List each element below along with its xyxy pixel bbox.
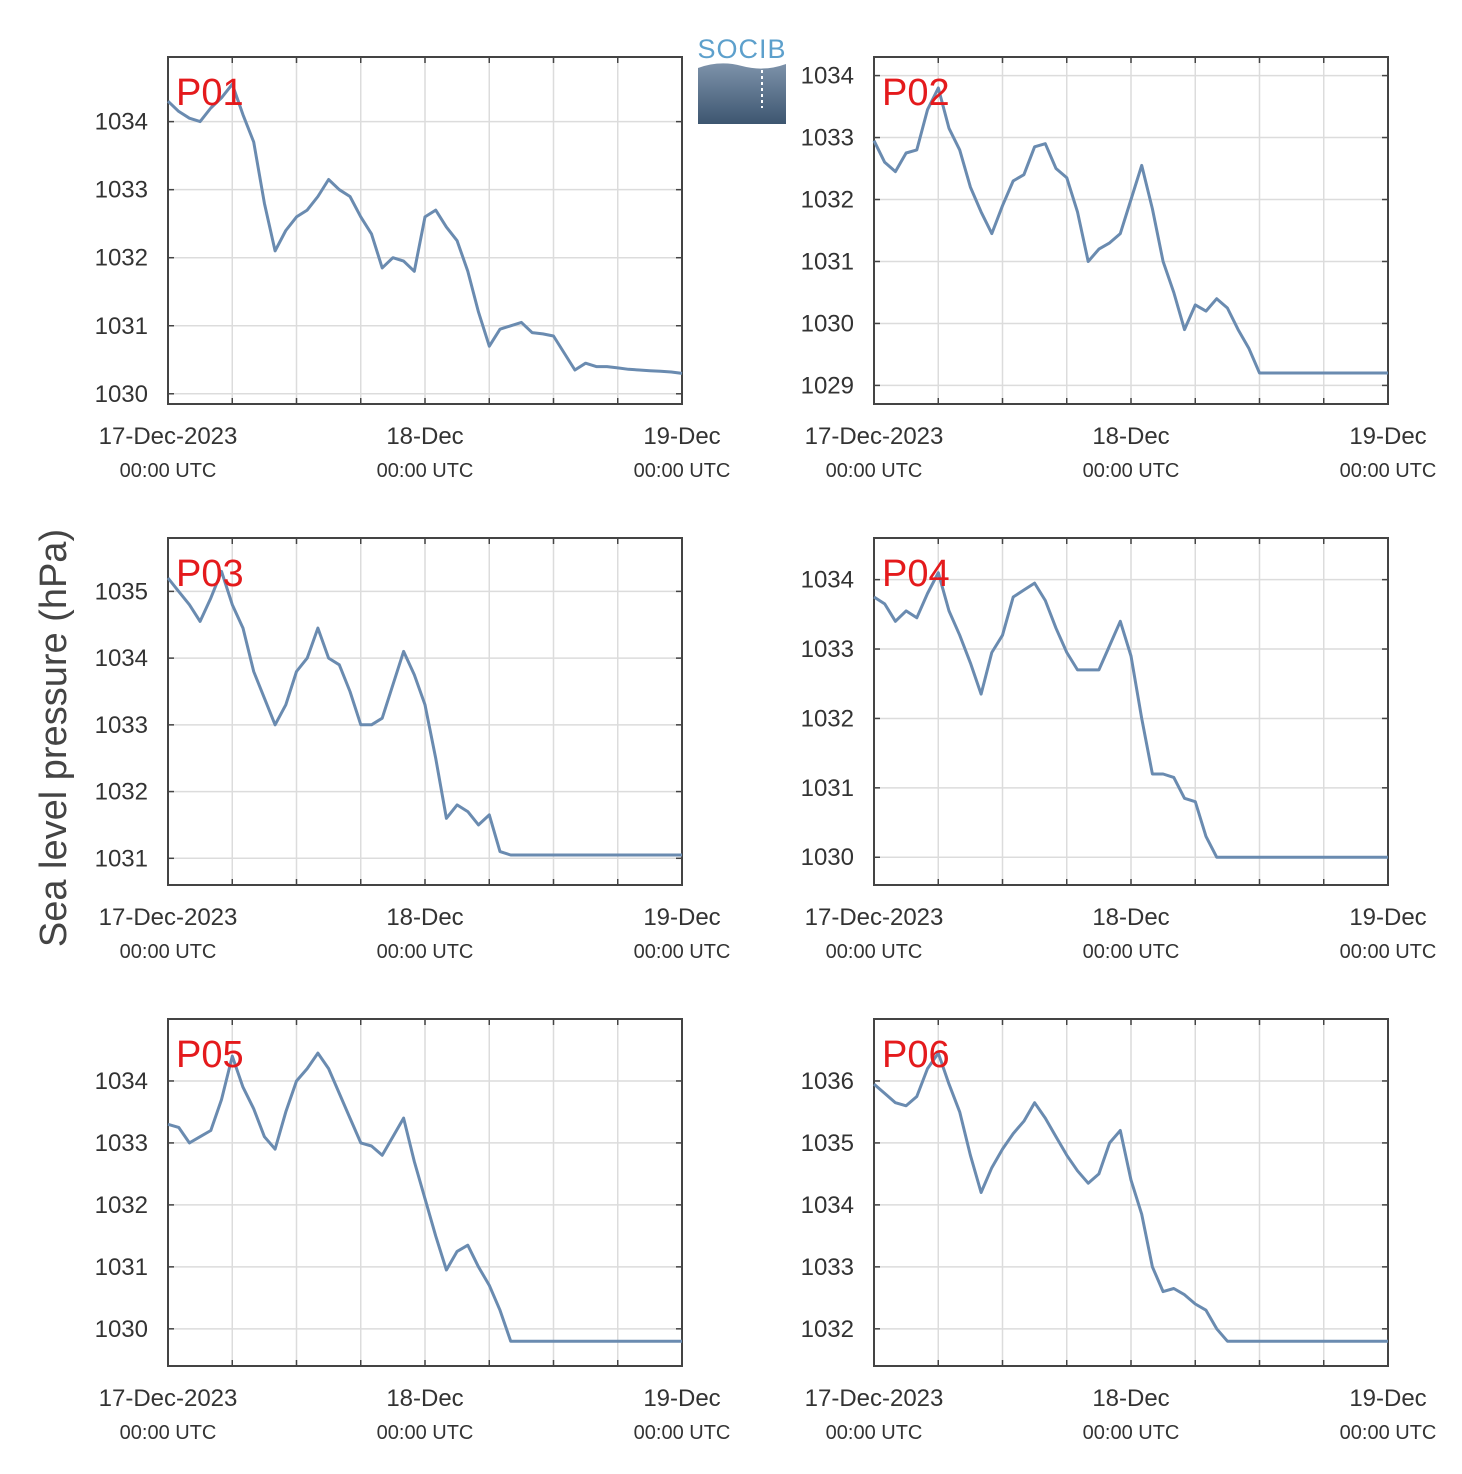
x-tick-sublabel: 00:00 UTC xyxy=(377,460,474,482)
x-tick-sublabel: 00:00 UTC xyxy=(826,460,923,482)
x-tick-label: 17-Dec-2023 xyxy=(805,1385,944,1412)
y-tick-label: 1036 xyxy=(801,1068,854,1095)
x-tick-label: 19-Dec xyxy=(1349,423,1426,450)
y-tick-label: 1034 xyxy=(95,645,148,672)
chart-panel-6: 1032 1033 1034 1035 1036 17-Dec-2023 00:00 UTC… xyxy=(801,1018,1437,1444)
x-tick-label: 17-Dec-2023 xyxy=(99,904,238,931)
y-tick-label: 1033 xyxy=(95,1130,148,1157)
x-tick-label: 17-Dec-2023 xyxy=(99,1385,238,1412)
series-line xyxy=(167,1051,682,1343)
x-tick-label: 17-Dec-2023 xyxy=(805,423,944,450)
chart-panel-1: 1030 1031 1032 1033 1034 17-Dec-2023 00:00 UTC… xyxy=(95,56,731,482)
logo-wave-icon xyxy=(698,63,786,124)
y-tick-label: 1032 xyxy=(801,187,854,214)
series-line xyxy=(166,569,682,857)
x-tick-sublabel: 00:00 UTC xyxy=(377,1422,474,1444)
x-tick-sublabel: 00:00 UTC xyxy=(1340,1422,1437,1444)
x-tick-label: 18-Dec xyxy=(386,1385,463,1412)
x-tick-sublabel: 00:00 UTC xyxy=(1083,460,1180,482)
series-line xyxy=(873,1051,1388,1343)
y-tick-label: 1035 xyxy=(95,578,148,605)
plot-frame xyxy=(167,537,683,886)
x-tick-label: 17-Dec-2023 xyxy=(805,904,944,931)
logo-text: SOCIB xyxy=(697,34,786,64)
x-tick-sublabel: 00:00 UTC xyxy=(1083,1422,1180,1444)
y-tick-label: 1030 xyxy=(95,1316,148,1343)
plot-frame xyxy=(873,1018,1389,1367)
x-tick-sublabel: 00:00 UTC xyxy=(634,460,731,482)
y-tick-label: 1030 xyxy=(801,844,854,871)
y-tick-label: 1032 xyxy=(95,245,148,272)
panel-label: P02 xyxy=(882,72,950,114)
x-tick-label: 17-Dec-2023 xyxy=(99,423,238,450)
chart-panel-2: 1029 1030 1031 1032 1033 1034 17-Dec-2023 00:00… xyxy=(801,56,1437,482)
x-tick-label: 18-Dec xyxy=(1092,1385,1169,1412)
chart-panel-3: 1031 1032 1033 1034 1035 17-Dec-2023 00:00 UTC… xyxy=(95,537,731,963)
y-tick-label: 1029 xyxy=(801,372,854,399)
x-tick-sublabel: 00:00 UTC xyxy=(826,1422,923,1444)
y-tick-label: 1031 xyxy=(801,248,854,275)
chart-panel-4: 1030 1031 1032 1033 1034 17-Dec-2023 00:00 UTC… xyxy=(801,537,1437,963)
x-tick-label: 19-Dec xyxy=(1349,904,1426,931)
panel-label: P04 xyxy=(882,553,950,595)
y-tick-label: 1031 xyxy=(95,1254,148,1281)
x-tick-label: 18-Dec xyxy=(1092,423,1169,450)
x-tick-label: 19-Dec xyxy=(643,1385,720,1412)
panels-container: 1030 1031 1032 1033 1034 17-Dec-2023 00:00 UTC… xyxy=(95,56,1437,1444)
y-tick-label: 1030 xyxy=(95,381,148,408)
x-tick-label: 19-Dec xyxy=(643,423,720,450)
y-tick-label: 1031 xyxy=(95,845,148,872)
x-tick-sublabel: 00:00 UTC xyxy=(1340,460,1437,482)
y-tick-label: 1031 xyxy=(801,775,854,802)
plot-frame xyxy=(873,56,1389,405)
x-tick-sublabel: 00:00 UTC xyxy=(826,941,923,963)
y-tick-label: 1033 xyxy=(95,712,148,739)
x-tick-label: 19-Dec xyxy=(643,904,720,931)
y-tick-label: 1032 xyxy=(95,779,148,806)
y-tick-label: 1034 xyxy=(801,1192,854,1219)
y-tick-label: 1034 xyxy=(95,1068,148,1095)
panel-label: P05 xyxy=(176,1034,244,1076)
x-tick-label: 18-Dec xyxy=(1092,904,1169,931)
plot-frame xyxy=(167,56,683,405)
y-tick-label: 1033 xyxy=(95,177,148,204)
y-tick-label: 1032 xyxy=(95,1192,148,1219)
y-tick-label: 1030 xyxy=(801,310,854,337)
y-tick-label: 1032 xyxy=(801,1316,854,1343)
y-tick-label: 1033 xyxy=(801,636,854,663)
x-tick-sublabel: 00:00 UTC xyxy=(1083,941,1180,963)
x-tick-sublabel: 00:00 UTC xyxy=(634,941,731,963)
y-tick-label: 1035 xyxy=(801,1130,854,1157)
x-tick-sublabel: 00:00 UTC xyxy=(120,1422,217,1444)
y-axis-label: Sea level pressure (hPa) xyxy=(33,529,75,947)
y-tick-label: 1032 xyxy=(801,705,854,732)
socib-logo: SOCIB xyxy=(697,34,786,124)
y-tick-label: 1034 xyxy=(801,63,854,90)
x-tick-label: 18-Dec xyxy=(386,423,463,450)
y-tick-label: 1034 xyxy=(801,567,854,594)
panel-label: P03 xyxy=(176,553,244,595)
plot-frame xyxy=(873,537,1389,886)
panel-label: P01 xyxy=(176,72,244,114)
series-line xyxy=(873,571,1388,859)
x-tick-sublabel: 00:00 UTC xyxy=(634,1422,731,1444)
x-tick-sublabel: 00:00 UTC xyxy=(120,460,217,482)
series-line xyxy=(872,86,1388,375)
panel-label: P06 xyxy=(882,1034,950,1076)
x-tick-label: 18-Dec xyxy=(386,904,463,931)
x-tick-sublabel: 00:00 UTC xyxy=(377,941,474,963)
series-line xyxy=(166,82,683,375)
plot-frame xyxy=(167,1018,683,1367)
x-tick-sublabel: 00:00 UTC xyxy=(120,941,217,963)
y-tick-label: 1033 xyxy=(801,125,854,152)
x-tick-sublabel: 00:00 UTC xyxy=(1340,941,1437,963)
x-tick-label: 19-Dec xyxy=(1349,1385,1426,1412)
y-tick-label: 1031 xyxy=(95,313,148,340)
y-tick-label: 1034 xyxy=(95,109,148,136)
chart-panel-5: 1030 1031 1032 1033 1034 17-Dec-2023 00:00 UTC… xyxy=(95,1018,731,1444)
y-tick-label: 1033 xyxy=(801,1254,854,1281)
